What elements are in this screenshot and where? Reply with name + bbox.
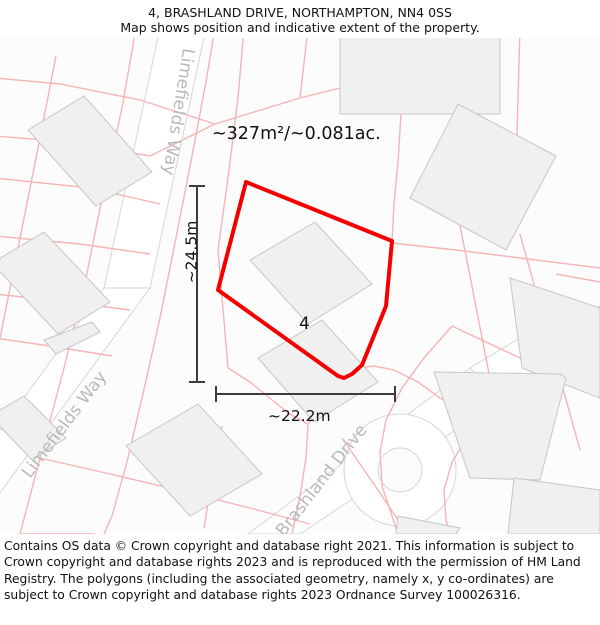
building bbox=[43, 321, 101, 355]
parcel-line bbox=[0, 77, 216, 125]
dimension-bars bbox=[189, 185, 396, 402]
map-footer: Contains OS data © Crown copyright and d… bbox=[0, 534, 600, 625]
area-label: ~327m²/~0.081ac. bbox=[212, 124, 381, 144]
map-subtitle: Map shows position and indicative extent… bbox=[120, 20, 480, 35]
plot-number-label: 4 bbox=[299, 314, 310, 334]
parcel-line bbox=[217, 38, 244, 251]
building bbox=[339, 38, 501, 115]
building bbox=[0, 231, 111, 335]
building bbox=[507, 477, 600, 534]
property-map[interactable]: Limefields Way Limefields Way Brashland … bbox=[0, 38, 600, 534]
building bbox=[509, 277, 600, 399]
cul-de-sac-island bbox=[377, 447, 423, 493]
property-boundary-polygon[interactable] bbox=[216, 180, 394, 380]
building bbox=[395, 515, 461, 534]
parcel-line bbox=[0, 235, 151, 255]
horizontal-dimension-label: ~22.2m bbox=[268, 407, 331, 425]
parcel-line bbox=[217, 249, 229, 369]
parcel-line bbox=[555, 273, 600, 283]
parcel-line bbox=[291, 423, 309, 534]
building bbox=[433, 371, 567, 481]
parcel-line bbox=[379, 325, 453, 534]
vertical-dimension-label: ~24.5m bbox=[182, 220, 201, 284]
parcel-line bbox=[391, 242, 600, 269]
map-canvas bbox=[0, 38, 600, 534]
building bbox=[257, 319, 379, 423]
building bbox=[0, 395, 67, 461]
parcel-line bbox=[141, 38, 215, 399]
building bbox=[125, 403, 263, 517]
property-address: 4, BRASHLAND DRIVE, NORTHAMPTON, NN4 0SS bbox=[148, 5, 452, 20]
parcel-line bbox=[227, 367, 309, 425]
parcel-line bbox=[391, 161, 399, 244]
map-header: 4, BRASHLAND DRIVE, NORTHAMPTON, NN4 0SS… bbox=[0, 0, 600, 38]
building bbox=[27, 95, 153, 207]
copyright-text: Contains OS data © Crown copyright and d… bbox=[4, 539, 581, 602]
building bbox=[249, 221, 373, 325]
road-corridors bbox=[0, 38, 600, 534]
parcel-line bbox=[0, 55, 57, 339]
building-footprints bbox=[0, 38, 600, 534]
parcel-line bbox=[103, 397, 143, 534]
parcel-line bbox=[299, 38, 308, 99]
building bbox=[409, 103, 557, 251]
